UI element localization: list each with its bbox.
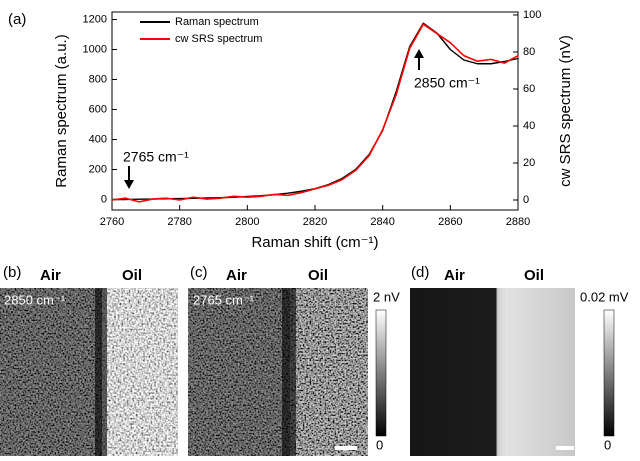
series-line bbox=[111, 23, 519, 203]
x-tick-label: 2860 bbox=[438, 216, 462, 228]
image-c bbox=[188, 288, 368, 456]
y-tick-label: 1200 bbox=[83, 13, 107, 25]
plot-frame bbox=[111, 11, 519, 211]
region-label: Oil bbox=[524, 267, 544, 284]
colorbar bbox=[603, 309, 615, 437]
x-tick-label: 2880 bbox=[506, 216, 530, 228]
y2-axis-label: cw SRS spectrum (nV) bbox=[557, 35, 574, 187]
legend-label: Raman spectrum bbox=[175, 16, 259, 28]
y2-tick-label: 100 bbox=[523, 9, 541, 21]
image-d bbox=[410, 288, 575, 456]
x-tick-label: 2820 bbox=[303, 216, 327, 228]
annotation: 2850 cm⁻¹ bbox=[414, 75, 480, 91]
region-label: Oil bbox=[308, 267, 328, 284]
y-tick-label: 1000 bbox=[83, 43, 107, 55]
y2-tick-label: 80 bbox=[523, 46, 535, 58]
x-tick-label: 2840 bbox=[370, 216, 394, 228]
x-tick-label: 2780 bbox=[167, 216, 191, 228]
colorbar-min: 0 bbox=[604, 437, 611, 452]
y-tick-label: 200 bbox=[89, 163, 107, 175]
y-tick-label: 600 bbox=[89, 103, 107, 115]
y-tick-label: 400 bbox=[89, 133, 107, 145]
panel-label: (d) bbox=[411, 264, 429, 281]
y2-tick-label: 0 bbox=[523, 194, 529, 206]
legend-label: cw SRS spectrum bbox=[175, 33, 262, 45]
panel-label: (a) bbox=[8, 11, 26, 28]
region-label: Air bbox=[226, 267, 247, 284]
y-tick-label: 800 bbox=[89, 73, 107, 85]
x-tick-label: 2760 bbox=[100, 216, 124, 228]
panel-label: (b) bbox=[3, 264, 21, 281]
x-tick-label: 2800 bbox=[235, 216, 259, 228]
colorbar-min: 0 bbox=[376, 437, 383, 452]
x-axis-label: Raman shift (cm⁻¹) bbox=[251, 234, 378, 251]
region-label: Air bbox=[444, 267, 465, 284]
image-b bbox=[0, 288, 178, 456]
y-axis-label: Raman spectrum (a.u.) bbox=[53, 34, 70, 187]
region-label: Oil bbox=[122, 267, 142, 284]
colorbar-max: 2 nV bbox=[373, 289, 400, 304]
image-note: 2850 cm⁻¹ bbox=[4, 292, 66, 307]
annotation: 2765 cm⁻¹ bbox=[123, 149, 189, 165]
colorbar bbox=[375, 309, 387, 437]
y-tick-label: 0 bbox=[101, 193, 107, 205]
colorbar-max: 0.02 mV bbox=[580, 289, 629, 304]
y2-tick-label: 40 bbox=[523, 120, 535, 132]
panel-label: (c) bbox=[190, 264, 208, 281]
y2-tick-label: 20 bbox=[523, 157, 535, 169]
region-label: Air bbox=[40, 267, 61, 284]
y2-tick-label: 60 bbox=[523, 83, 535, 95]
image-note: 2765 cm⁻¹ bbox=[193, 292, 255, 307]
chart: 2760 2780 2800 2820 2840 2860 2880020040060080… bbox=[53, 9, 574, 251]
arrow bbox=[124, 49, 424, 189]
